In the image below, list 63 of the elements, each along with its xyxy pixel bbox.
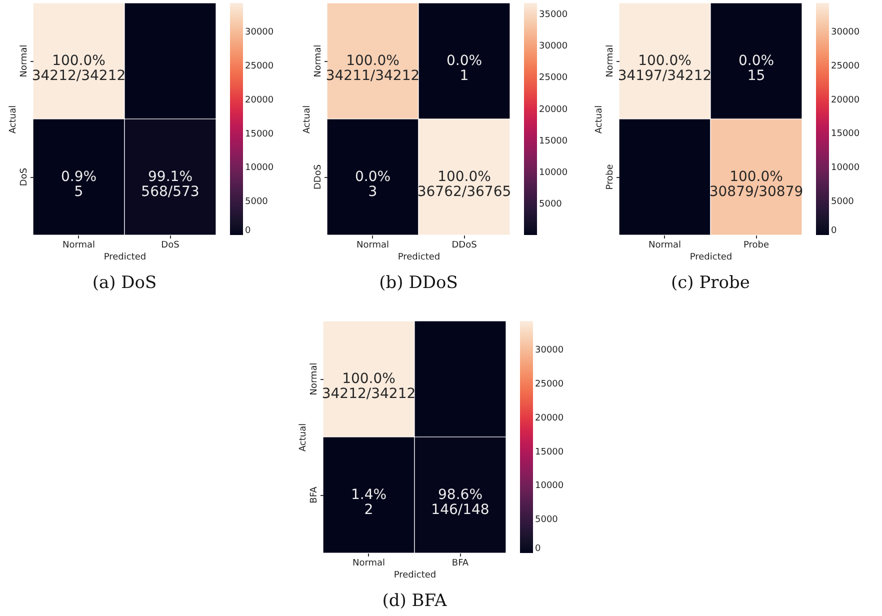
x-tick-label: DoS bbox=[161, 240, 180, 250]
color-bar-label: 25000 bbox=[535, 379, 564, 390]
y-tick-label: Normal bbox=[314, 44, 324, 78]
color-bar-label: 5000 bbox=[535, 515, 558, 526]
data-label: 98.6% 146/148 bbox=[431, 487, 490, 518]
color-bar-label: 5000 bbox=[831, 197, 854, 208]
y-axis-title: Actual bbox=[8, 105, 18, 134]
x-axis-title: Predicted bbox=[394, 570, 436, 580]
color-bar-label: 30000 bbox=[535, 346, 564, 356]
color-bar-label: 0 bbox=[535, 544, 541, 554]
data-label: 100.0% 30879/30879 bbox=[709, 169, 804, 200]
x-tick-label: Probe bbox=[743, 240, 770, 250]
data-label: 0.0% 1 bbox=[446, 53, 482, 84]
y-axis-title: Actual bbox=[594, 105, 604, 134]
y-axis-title: Actual bbox=[302, 105, 312, 134]
color-bar-label: 30000 bbox=[245, 28, 274, 38]
color-bar-label: 20000 bbox=[831, 95, 860, 106]
data-label: 1.4% 2 bbox=[350, 487, 387, 518]
y-tick-label: Normal bbox=[310, 362, 320, 396]
y-axis-title: Actual bbox=[298, 423, 308, 452]
data-label: 99.1% 568/573 bbox=[141, 169, 200, 200]
color-bar-label: 15000 bbox=[245, 129, 274, 140]
color-bar-label: 30000 bbox=[831, 27, 860, 38]
color-bar-label: 10000 bbox=[831, 163, 860, 174]
color-bar-label: 25000 bbox=[831, 61, 860, 72]
text: (d) BFA bbox=[382, 591, 448, 611]
color-bar-label: 35000 bbox=[539, 10, 568, 20]
color-bar-label: 5000 bbox=[245, 197, 268, 208]
x-axis-title: Predicted bbox=[398, 252, 440, 262]
data-label: 0.0% 3 bbox=[354, 169, 391, 200]
data-label: 0.0% 15 bbox=[738, 53, 774, 84]
y-tick-label: BFA bbox=[310, 486, 320, 504]
data-label: 100.0% 34211/34212 bbox=[326, 53, 420, 84]
text: (c) Probe bbox=[671, 273, 750, 293]
text: (b) DDoS bbox=[379, 273, 458, 293]
color-bar-label: 15000 bbox=[535, 447, 564, 458]
color-bar-label: 10000 bbox=[535, 481, 564, 492]
x-axis-title: Predicted bbox=[104, 252, 146, 262]
y-tick-label: DDoS bbox=[314, 164, 324, 190]
data-label: 0.9% 5 bbox=[60, 169, 97, 200]
color-bar-label: 20000 bbox=[535, 413, 564, 424]
color-bar-label: 15000 bbox=[831, 129, 860, 140]
text: (a) DoS bbox=[92, 273, 157, 293]
color-bar-label: 20000 bbox=[245, 95, 274, 106]
color-bar-label: 10000 bbox=[539, 168, 568, 178]
x-tick-label: DDoS bbox=[452, 240, 478, 250]
color-bar-label: 10000 bbox=[245, 163, 274, 174]
color-bar-label: 30000 bbox=[539, 42, 568, 52]
color-bar-label: 5000 bbox=[539, 199, 562, 210]
data-label: 100.0% 34197/34212 bbox=[618, 53, 712, 84]
x-axis-title: Predicted bbox=[690, 252, 732, 262]
x-tick-label: Normal bbox=[356, 240, 390, 250]
color-bar-label: 15000 bbox=[539, 136, 568, 146]
data-label: 100.0% 34212/34212 bbox=[322, 371, 416, 402]
color-bar-label: 25000 bbox=[245, 61, 274, 72]
color-bar-label: 0 bbox=[831, 226, 837, 236]
color-bar-label: 0 bbox=[245, 226, 251, 236]
data-label: 100.0% 34212/34212 bbox=[32, 53, 126, 84]
color-bar-label: 25000 bbox=[539, 73, 568, 84]
x-tick-label: Normal bbox=[62, 240, 96, 250]
color-bar-label: 20000 bbox=[539, 104, 568, 115]
x-tick-label: Normal bbox=[648, 240, 682, 250]
data-label: 100.0% 36762/36765 bbox=[417, 169, 512, 200]
